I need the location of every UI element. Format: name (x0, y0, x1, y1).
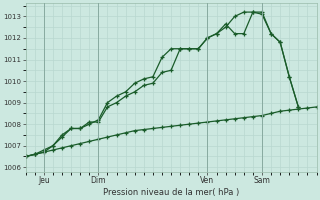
X-axis label: Pression niveau de la mer( hPa ): Pression niveau de la mer( hPa ) (103, 188, 239, 197)
